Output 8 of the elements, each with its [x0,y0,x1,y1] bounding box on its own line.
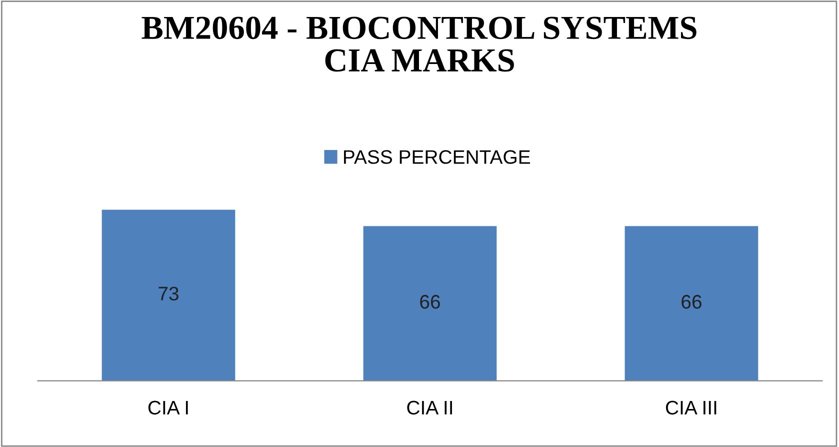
legend-label: PASS PERCENTAGE [344,150,530,164]
data-label: 66 [420,294,440,309]
x-tick-label: CIA III [666,400,716,415]
data-label: 73 [158,286,178,300]
data-label: 66 [682,294,702,309]
x-tick-label: CIA II [407,400,452,415]
chart-title: BM20604 - BIOCONTROL SYSTEMS CIA MARKS [142,16,696,72]
x-tick-label: CIA I [148,400,188,415]
